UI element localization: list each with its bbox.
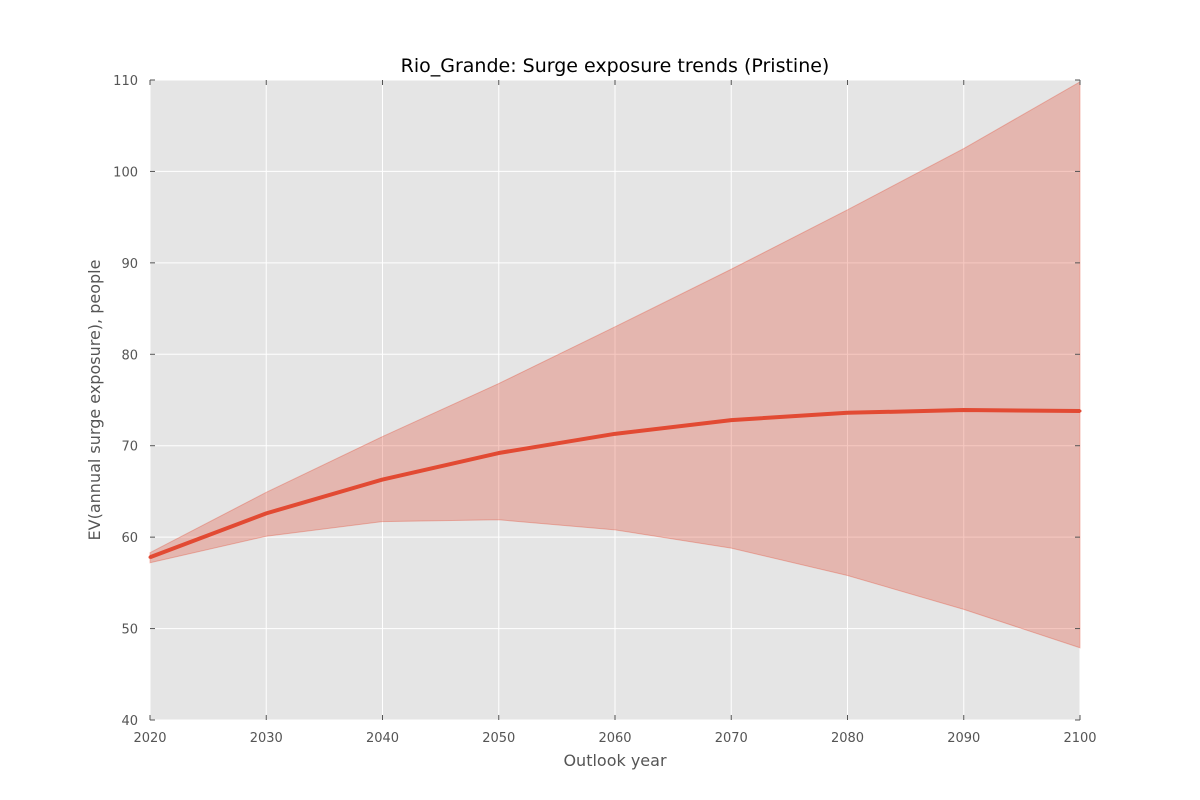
data-point bbox=[1078, 409, 1082, 413]
data-point bbox=[497, 451, 501, 455]
x-tick-labels: 2020 2030 2040 2050 2060 2070 2080 2090 2100 bbox=[133, 731, 1096, 746]
x-tick-label: 2070 bbox=[715, 731, 748, 746]
data-point bbox=[962, 408, 966, 412]
data-point bbox=[381, 478, 384, 482]
chart-title: Rio_Grande: Surge exposure trends (Prist… bbox=[401, 55, 830, 77]
uncertainty-band bbox=[149, 80, 1081, 649]
x-tick-label: 2040 bbox=[366, 731, 399, 746]
x-tick-label: 2030 bbox=[250, 731, 283, 746]
x-tick-label: 2020 bbox=[133, 731, 166, 746]
data-point bbox=[846, 411, 849, 415]
confidence-band bbox=[149, 80, 1081, 649]
x-tick-label: 2080 bbox=[831, 731, 864, 746]
x-tick-label: 2060 bbox=[598, 731, 631, 746]
y-axis-label: EV(annual surge exposure), people bbox=[85, 260, 104, 541]
x-axis-label: Outlook year bbox=[563, 751, 667, 770]
tick-marks bbox=[149, 79, 1081, 721]
series-lines bbox=[148, 408, 1082, 560]
data-point bbox=[613, 432, 617, 436]
data-point bbox=[264, 511, 268, 515]
y-tick-label: 60 bbox=[121, 531, 138, 546]
y-tick-label: 110 bbox=[113, 74, 138, 89]
y-tick-label: 100 bbox=[113, 165, 138, 180]
data-point bbox=[148, 555, 152, 559]
y-tick-labels: 40 50 60 70 80 90 100 110 bbox=[113, 74, 138, 729]
y-tick-label: 40 bbox=[121, 714, 138, 729]
x-tick-label: 2090 bbox=[947, 731, 980, 746]
y-tick-label: 90 bbox=[121, 257, 138, 272]
x-tick-label: 2050 bbox=[482, 731, 515, 746]
y-tick-label: 70 bbox=[121, 440, 138, 455]
y-tick-label: 80 bbox=[121, 348, 138, 363]
x-tick-label: 2100 bbox=[1063, 731, 1096, 746]
y-tick-label: 50 bbox=[121, 623, 138, 638]
data-point bbox=[729, 418, 733, 422]
